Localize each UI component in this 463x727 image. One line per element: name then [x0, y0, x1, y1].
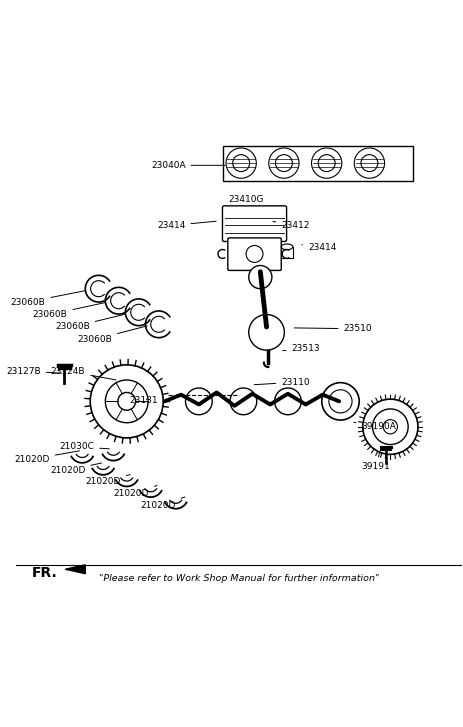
Text: 23410G: 23410G — [228, 195, 263, 204]
Text: 23060B: 23060B — [77, 326, 147, 344]
Text: 23414: 23414 — [157, 221, 216, 230]
Text: 39190A: 39190A — [354, 422, 396, 431]
Text: 23060B: 23060B — [55, 314, 125, 332]
Polygon shape — [65, 565, 85, 574]
Text: 23124B: 23124B — [51, 366, 116, 380]
Ellipse shape — [281, 244, 293, 249]
Circle shape — [329, 390, 352, 413]
Text: FR.: FR. — [32, 566, 57, 580]
Circle shape — [118, 393, 136, 410]
Circle shape — [275, 388, 301, 414]
Bar — [223, 146, 413, 181]
Text: 23060B: 23060B — [33, 302, 105, 319]
Text: 21020D: 21020D — [113, 486, 157, 498]
Circle shape — [322, 382, 359, 420]
Circle shape — [383, 419, 397, 434]
Circle shape — [90, 365, 163, 438]
Circle shape — [106, 380, 148, 422]
Text: 23412: 23412 — [273, 221, 310, 230]
Text: 21020D: 21020D — [140, 497, 185, 510]
Circle shape — [186, 388, 212, 414]
Text: 23414: 23414 — [302, 244, 336, 252]
Text: 23131: 23131 — [129, 395, 158, 404]
FancyBboxPatch shape — [228, 238, 281, 270]
Text: 23513: 23513 — [283, 344, 320, 353]
Text: 23510: 23510 — [294, 324, 372, 333]
Text: 23040A: 23040A — [151, 161, 225, 170]
Circle shape — [230, 388, 257, 414]
Circle shape — [249, 315, 284, 350]
Circle shape — [363, 399, 418, 454]
FancyBboxPatch shape — [222, 206, 287, 241]
Circle shape — [249, 265, 272, 289]
Text: 21020D: 21020D — [14, 451, 80, 464]
Text: 23060B: 23060B — [11, 291, 86, 307]
Text: 23110: 23110 — [254, 378, 310, 387]
Text: 39191: 39191 — [362, 451, 390, 471]
Text: 23127B: 23127B — [6, 366, 62, 376]
Circle shape — [246, 246, 263, 262]
Text: 21020D: 21020D — [86, 475, 130, 486]
Text: 21020D: 21020D — [50, 463, 102, 475]
Text: "Please refer to Work Shop Manual for further information": "Please refer to Work Shop Manual for fu… — [99, 574, 379, 582]
Text: 21030C: 21030C — [59, 442, 109, 451]
Circle shape — [373, 409, 408, 444]
